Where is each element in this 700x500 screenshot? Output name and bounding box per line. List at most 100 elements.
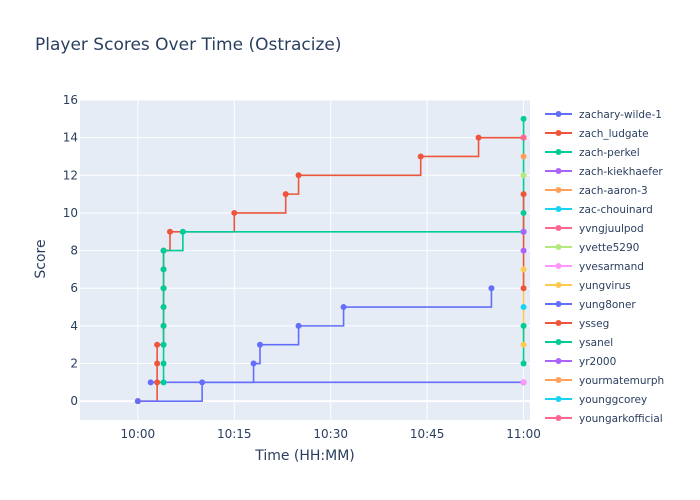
legend[interactable]: zachary-wilde-1 zach_ludgate zach-perkel za… [545, 109, 664, 425]
legend-swatch-marker [555, 225, 562, 231]
data-point[interactable] [520, 285, 527, 292]
legend-item[interactable]: zachary-wilde-1 [545, 109, 662, 121]
data-point[interactable] [282, 191, 289, 198]
data-point[interactable] [520, 115, 527, 122]
legend-item[interactable]: yvngjuulpod [545, 223, 644, 235]
legend-swatch-marker [555, 377, 562, 383]
data-point[interactable] [154, 379, 161, 386]
legend-item[interactable]: yourmatemurph [545, 375, 664, 387]
y-axis-ticks: 0 2 4 6 8 10 12 14 16 [63, 93, 78, 408]
legend-label: zach-perkel [579, 147, 640, 159]
legend-label: yvngjuulpod [579, 223, 644, 235]
data-point[interactable] [160, 379, 167, 386]
legend-item[interactable]: zach_ludgate [545, 128, 649, 140]
data-point[interactable] [520, 266, 527, 273]
y-tick-label: 4 [70, 319, 78, 333]
y-tick-label: 0 [70, 394, 78, 408]
legend-swatch-marker [555, 111, 562, 117]
data-point[interactable] [340, 304, 347, 311]
legend-item[interactable]: zach-aaron-3 [545, 185, 648, 197]
legend-item[interactable]: yvette5290 [545, 242, 639, 254]
x-tick-label: 10:30 [313, 427, 348, 441]
data-point[interactable] [154, 341, 161, 348]
data-point[interactable] [520, 379, 527, 386]
legend-label: ysanel [579, 337, 613, 349]
data-point[interactable] [199, 379, 206, 386]
legend-label: yungvirus [579, 280, 631, 292]
legend-swatch-marker [555, 358, 562, 364]
legend-swatch-marker [555, 320, 562, 326]
legend-item[interactable]: yvesarmand [545, 261, 644, 273]
data-point[interactable] [520, 304, 527, 311]
x-tick-label: 11:00 [506, 427, 541, 441]
legend-label: yr2000 [579, 356, 616, 368]
data-point[interactable] [295, 322, 302, 329]
data-point[interactable] [520, 209, 527, 216]
grid-lines [80, 99, 530, 420]
data-point[interactable] [160, 341, 167, 348]
x-tick-label: 10:45 [410, 427, 445, 441]
legend-swatch-marker [555, 206, 562, 212]
legend-label: yvette5290 [579, 242, 639, 254]
legend-label: zach-kiekhaefer [579, 166, 663, 178]
legend-label: zachary-wilde-1 [579, 109, 662, 121]
legend-swatch-marker [555, 339, 562, 345]
data-point[interactable] [520, 322, 527, 329]
data-point[interactable] [231, 209, 238, 216]
legend-item[interactable]: yr2000 [545, 356, 616, 368]
data-point[interactable] [160, 322, 167, 329]
x-axis-title: Time (HH:MM) [254, 448, 355, 464]
data-point[interactable] [257, 341, 263, 348]
data-point[interactable] [520, 191, 527, 198]
data-point[interactable] [520, 341, 527, 348]
data-point[interactable] [160, 266, 167, 273]
legend-item[interactable]: zach-kiekhaefer [545, 166, 663, 178]
data-point[interactable] [160, 304, 167, 311]
data-point[interactable] [520, 228, 527, 235]
data-point[interactable] [475, 134, 482, 141]
legend-item[interactable]: ysseg [545, 318, 609, 330]
legend-item[interactable]: zac-chouinard [545, 204, 653, 216]
legend-label: yung8oner [579, 299, 636, 311]
y-tick-label: 10 [63, 206, 78, 220]
legend-item[interactable]: zach-perkel [545, 147, 640, 159]
legend-swatch-marker [555, 301, 562, 307]
data-point[interactable] [160, 247, 167, 254]
data-point[interactable] [160, 360, 167, 367]
data-point[interactable] [295, 172, 302, 179]
y-tick-label: 12 [63, 168, 78, 182]
chart-title: Player Scores Over Time (Ostracize) [35, 35, 342, 55]
legend-label: zach_ludgate [579, 128, 649, 140]
data-point[interactable] [520, 360, 527, 367]
data-point[interactable] [488, 285, 495, 292]
data-point[interactable] [520, 172, 527, 179]
legend-item[interactable]: yung8oner [545, 299, 636, 311]
plot-area [80, 100, 530, 420]
data-point[interactable] [147, 379, 154, 386]
legend-item[interactable]: ysanel [545, 337, 613, 349]
data-point[interactable] [154, 360, 161, 367]
legend-label: zac-chouinard [579, 204, 653, 216]
legend-item[interactable]: younggcorey [545, 394, 647, 406]
legend-item[interactable]: yungvirus [545, 280, 631, 292]
data-point[interactable] [179, 228, 186, 235]
data-point[interactable] [167, 228, 173, 235]
legend-label: younggcorey [579, 394, 647, 406]
legend-swatch-marker [555, 149, 562, 155]
legend-label: zach-aaron-3 [579, 185, 648, 197]
marker-layer [134, 115, 527, 405]
data-point[interactable] [520, 247, 527, 254]
data-point[interactable] [160, 285, 167, 292]
data-point[interactable] [520, 134, 527, 141]
legend-swatch-marker [555, 282, 562, 288]
series-line [137, 136, 524, 402]
y-tick-label: 6 [70, 281, 78, 295]
data-point[interactable] [520, 153, 527, 160]
legend-item[interactable]: youngarkofficial [545, 413, 663, 425]
legend-label: yvesarmand [579, 261, 644, 273]
data-point[interactable] [250, 360, 257, 367]
data-point[interactable] [134, 398, 141, 405]
y-tick-label: 8 [70, 244, 78, 258]
data-point[interactable] [417, 153, 424, 160]
